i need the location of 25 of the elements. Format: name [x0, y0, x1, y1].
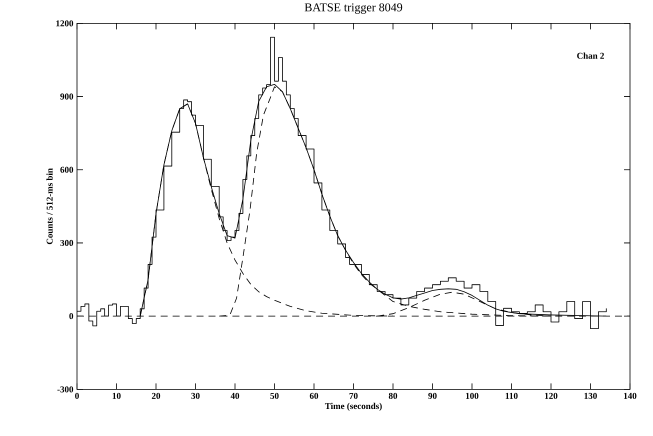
- x-tick-label: 0: [75, 392, 79, 399]
- chart-title: BATSE trigger 8049: [304, 3, 402, 14]
- y-axis-title: Counts / 512-ms bin: [46, 168, 53, 244]
- y-tick-label: 1200: [56, 20, 74, 26]
- x-tick-label: 20: [152, 392, 160, 399]
- x-tick-label: 60: [310, 392, 318, 399]
- x-tick-label: 70: [350, 392, 358, 399]
- x-tick-label: 130: [584, 392, 597, 399]
- y-tick-label: 900: [60, 93, 74, 100]
- x-tick-label: 50: [270, 392, 279, 399]
- x-tick-label: 110: [506, 392, 518, 399]
- y-tick-label: 300: [60, 240, 74, 246]
- x-tick-label: 40: [230, 392, 240, 399]
- x-tick-label: 100: [466, 392, 478, 399]
- annotation: Chan 2: [577, 52, 604, 59]
- x-tick-label: 80: [388, 392, 398, 399]
- x-tick-label: 90: [428, 392, 437, 399]
- x-tick-label: 30: [191, 392, 200, 399]
- x-tick-label: 10: [112, 392, 121, 399]
- x-tick-label: 140: [624, 392, 636, 399]
- y-tick-label: -300: [57, 386, 74, 392]
- y-tick-label: 0: [69, 312, 74, 320]
- x-axis-title: Time (seconds): [324, 402, 382, 411]
- y-tick-label: 600: [60, 166, 74, 173]
- x-tick-label: 120: [544, 392, 558, 399]
